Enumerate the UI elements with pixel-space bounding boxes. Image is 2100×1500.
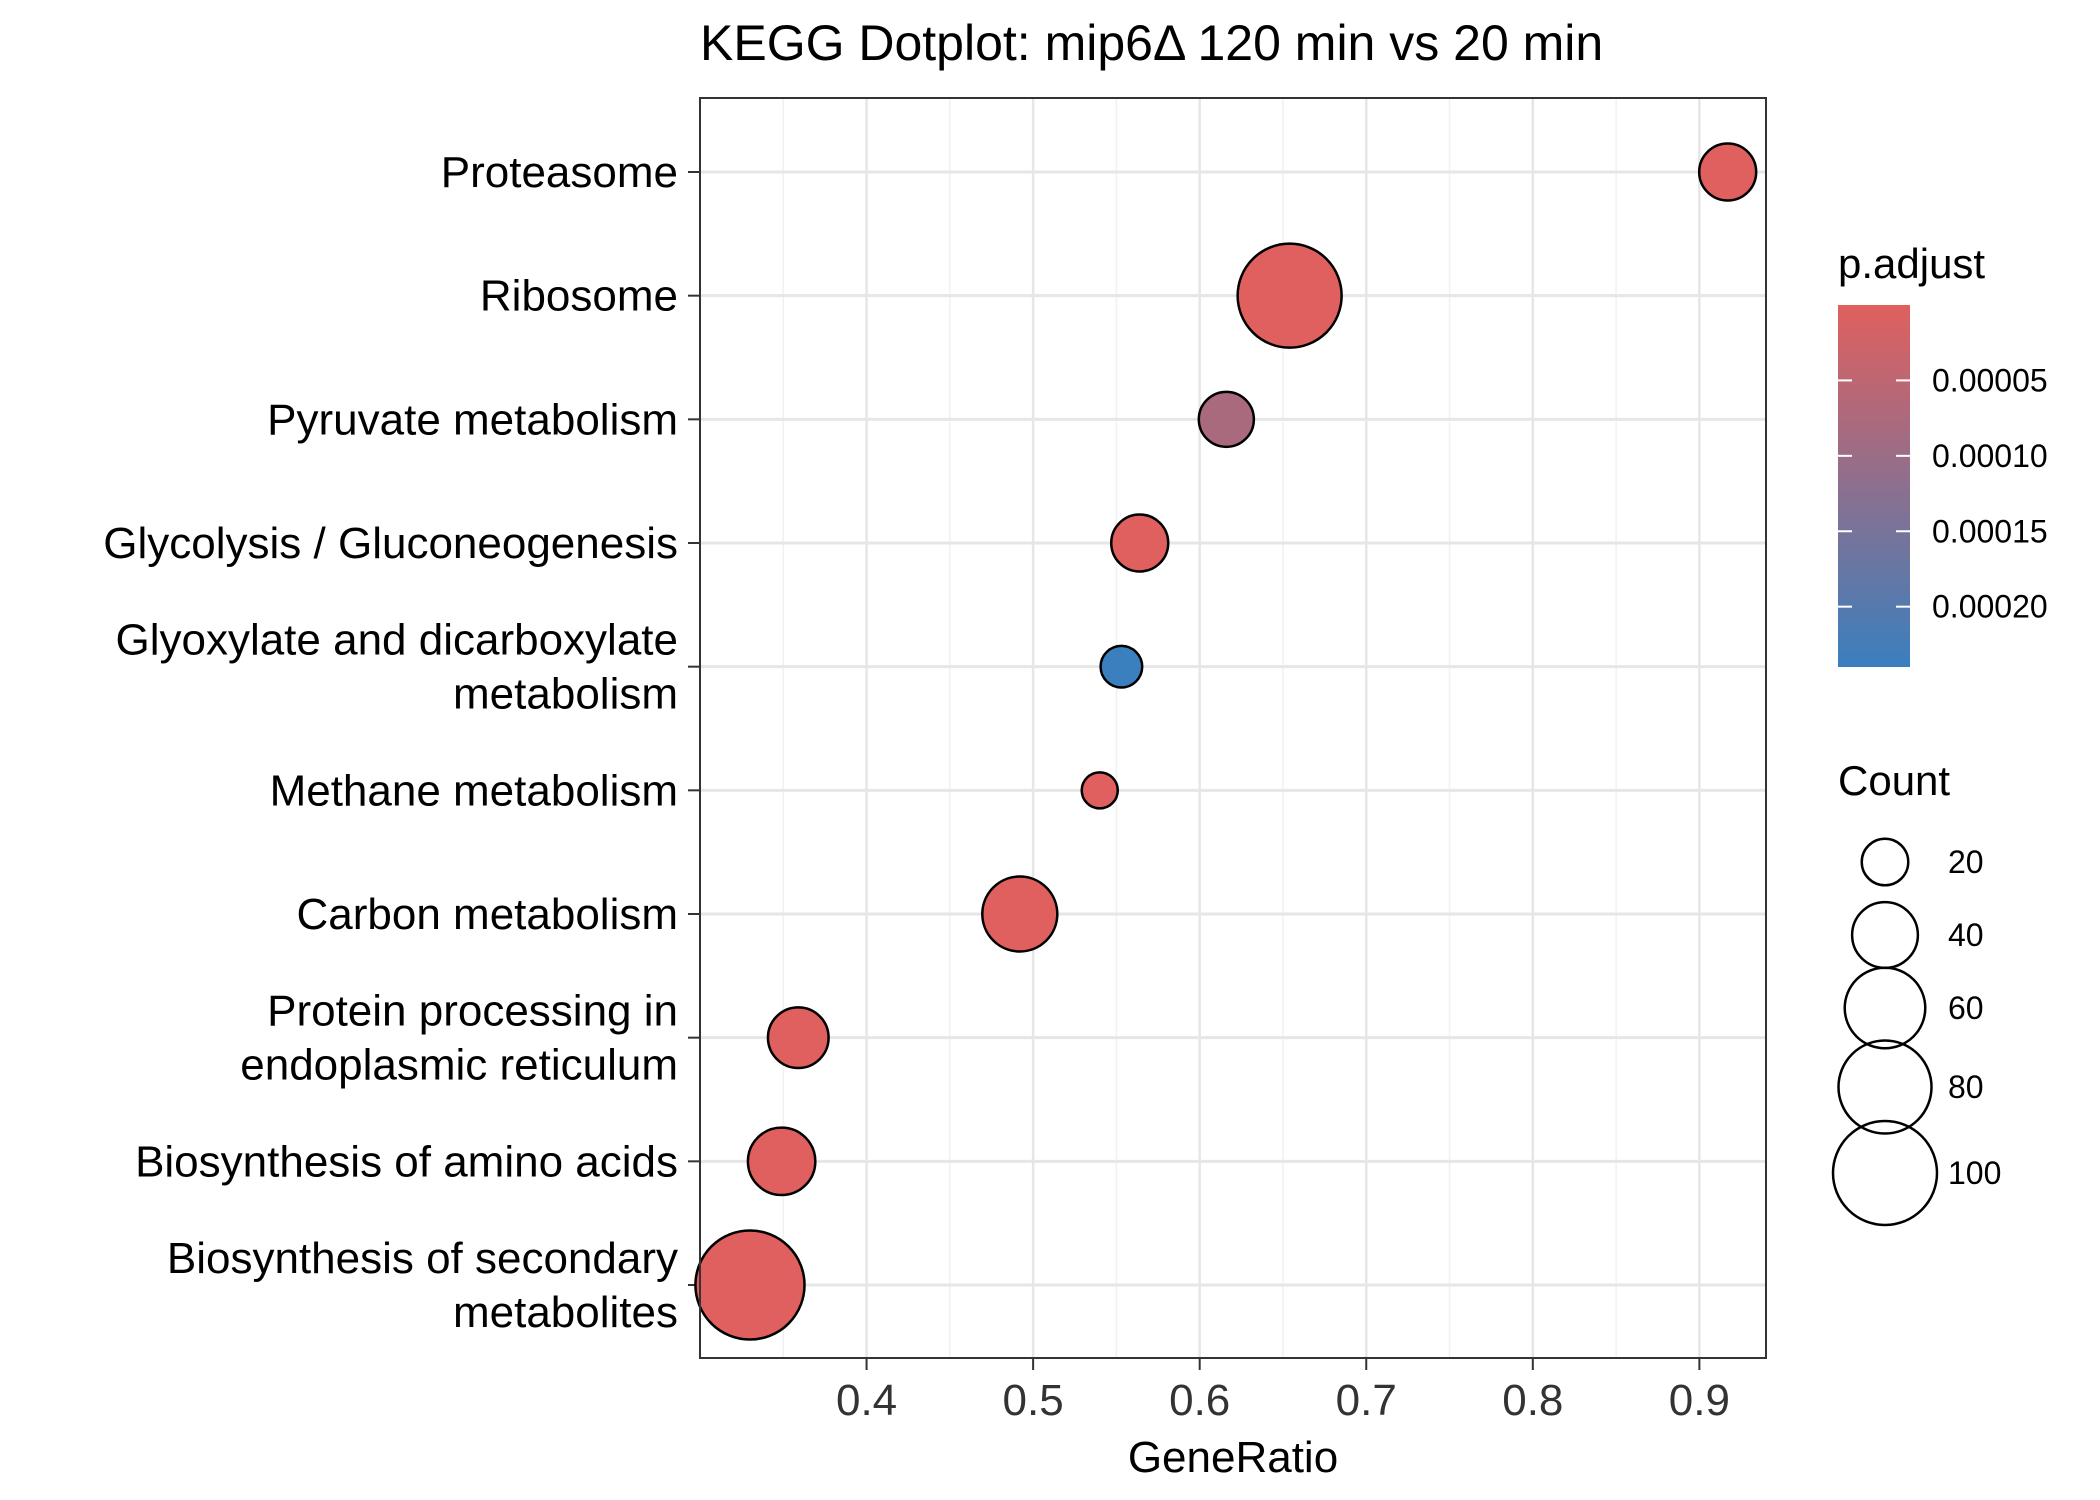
size-legend-label: 100 [1948, 1155, 2001, 1191]
x-tick-label: 0.9 [1669, 1376, 1730, 1425]
x-tick-label: 0.4 [836, 1376, 897, 1425]
size-legend-label: 80 [1948, 1069, 1984, 1105]
x-axis-title: GeneRatio [1128, 1433, 1338, 1482]
size-legend-label: 20 [1948, 844, 1984, 880]
color-legend-label: 0.00020 [1932, 589, 2048, 625]
chart-title: KEGG Dotplot: mip6Δ 120 min vs 20 min [700, 15, 1603, 71]
y-tick-label: Ribosome [480, 272, 678, 321]
plot-panel-border [699, 97, 1767, 1359]
x-tick-label: 0.7 [1336, 1376, 1397, 1425]
x-tick-label: 0.6 [1169, 1376, 1230, 1425]
y-tick-label: Carbon metabolism [297, 890, 679, 939]
color-bar [1838, 305, 1910, 667]
data-point [1197, 390, 1256, 449]
y-tick-label: Glyoxylate and dicarboxylate [115, 616, 678, 665]
y-tick-label: Biosynthesis of secondary [167, 1234, 678, 1283]
y-tick-label: Protein processing in [267, 987, 678, 1036]
color-legend-label: 0.00005 [1932, 362, 2048, 398]
y-tick-label: metabolites [453, 1288, 678, 1337]
data-point [1109, 513, 1170, 573]
color-legend: p.adjust 0.00005 0.00010 0.00015 0.00020 [1838, 240, 2048, 667]
x-tick-label: 0.5 [1003, 1376, 1064, 1425]
size-legend-title: Count [1838, 757, 1950, 804]
color-legend-label: 0.00010 [1932, 438, 2048, 474]
data-point [766, 1006, 830, 1070]
plot-grid [700, 98, 1766, 1358]
size-legend-key [1837, 1039, 1933, 1135]
y-tick-label: Methane metabolism [270, 766, 678, 815]
data-point [746, 1126, 817, 1197]
x-axis: 0.4 0.5 0.6 0.7 0.8 0.9 [836, 1358, 1730, 1425]
data-point [981, 875, 1059, 953]
size-legend-label: 60 [1948, 990, 1984, 1026]
y-tick-label: endoplasmic reticulum [240, 1041, 678, 1090]
size-legend-key [1860, 837, 1910, 887]
y-tick-label: Pyruvate metabolism [267, 395, 678, 444]
size-legend: Count 20 40 60 80 100 [1831, 757, 2001, 1227]
y-tick-label: Proteasome [441, 148, 678, 197]
size-legend-label: 40 [1948, 917, 1984, 953]
data-point [1080, 771, 1120, 810]
data-points [694, 142, 1758, 1341]
color-legend-title: p.adjust [1838, 240, 1985, 287]
y-tick-label: Glycolysis / Gluconeogenesis [103, 519, 678, 568]
data-point [1099, 644, 1144, 689]
size-legend-key [1831, 1119, 1939, 1227]
y-axis-labels: Proteasome Ribosome Pyruvate metabolism Gly… [103, 148, 700, 1337]
x-tick-label: 0.8 [1502, 1376, 1563, 1425]
data-point [694, 1229, 806, 1341]
size-legend-key [1843, 966, 1927, 1050]
color-legend-label: 0.00015 [1932, 513, 2048, 549]
y-tick-label: Biosynthesis of amino acids [135, 1137, 678, 1186]
data-point [1236, 242, 1343, 349]
size-legend-key [1850, 900, 1920, 970]
y-tick-label: metabolism [453, 670, 678, 719]
data-point [1697, 142, 1758, 202]
